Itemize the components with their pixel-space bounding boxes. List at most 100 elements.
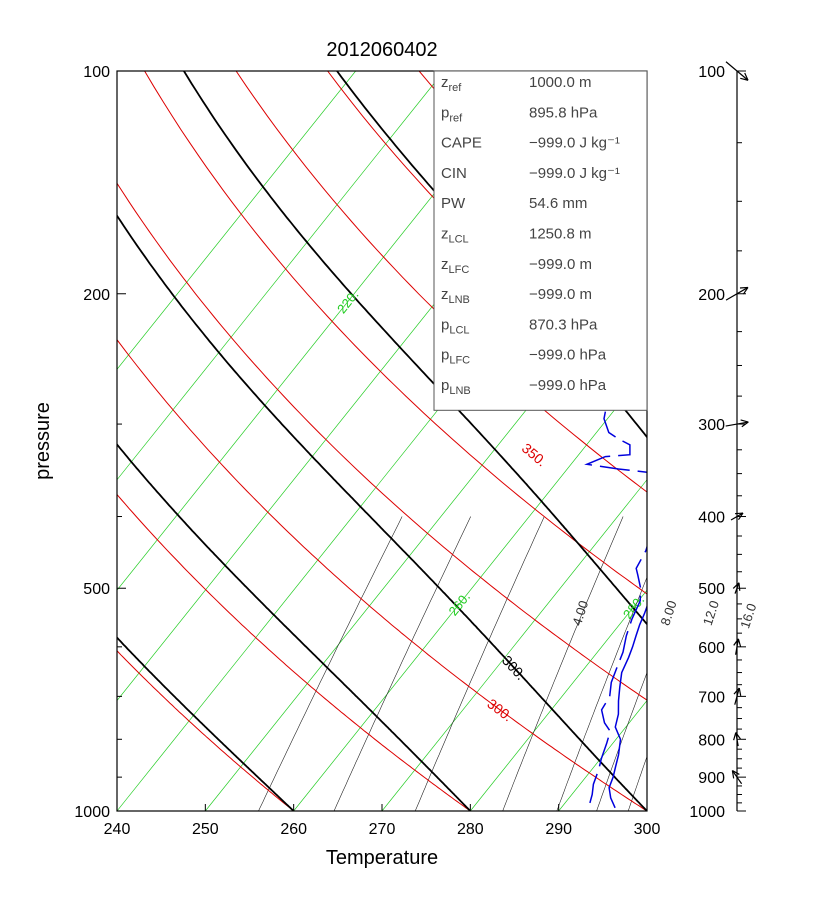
wind-level-label: 900 xyxy=(698,770,725,787)
x-tick-label: 270 xyxy=(369,821,396,838)
y-tick-label: 1000 xyxy=(74,804,110,821)
wind-arrow-head xyxy=(737,512,744,521)
index-name: pref xyxy=(441,104,463,124)
mixing-ratio-label: 12.0 xyxy=(700,599,722,628)
mixing-ratio-line xyxy=(596,671,647,811)
wind-level-label: 100 xyxy=(698,64,725,81)
wind-arrow xyxy=(725,61,749,81)
wind-level-label: 600 xyxy=(698,640,725,657)
mixing-ratio-label: 16.0 xyxy=(737,602,759,631)
wind-arrow-shaft xyxy=(735,732,739,747)
wind-arrow xyxy=(732,582,741,594)
y-tick-label: 200 xyxy=(83,287,110,304)
mixing-ratio-line xyxy=(333,516,471,811)
wind-arrow-head xyxy=(742,287,749,295)
isotherm-line xyxy=(117,71,356,370)
mixing-ratio-line xyxy=(502,516,624,811)
index-name: pLFC xyxy=(441,347,470,367)
wind-arrow-shaft xyxy=(730,512,744,521)
index-value: −999.0 J kg⁻¹ xyxy=(529,165,620,182)
wind-arrow-head xyxy=(733,638,739,646)
wind-arrow-head xyxy=(737,638,742,647)
mixing-ratio-line xyxy=(655,517,760,812)
x-tick-label: 290 xyxy=(545,821,572,838)
mixing-ratio-label: 4.00 xyxy=(569,599,591,628)
mixing-ratio-label: 8.00 xyxy=(657,599,679,628)
wind-arrow-shaft xyxy=(725,61,749,81)
index-value: −999.0 m xyxy=(529,256,592,273)
index-name: zLNB xyxy=(441,286,470,306)
moist-adiabat-lines xyxy=(117,71,814,811)
sounding-index-panel: zref 1000.0 m pref 895.8 hPa CAPE −999.0 J kg… xyxy=(433,70,648,411)
index-name: CIN xyxy=(441,165,467,182)
index-name: zLCL xyxy=(441,226,469,246)
wind-arrow-head xyxy=(738,687,742,697)
mixing-ratio-line xyxy=(556,576,647,811)
index-panel-box xyxy=(433,70,648,411)
y-axis-label: pressure xyxy=(32,402,54,480)
wind-arrow-head xyxy=(740,419,749,423)
index-value: 54.6 mm xyxy=(529,195,587,212)
index-value: 870.3 hPa xyxy=(529,316,598,333)
dry-adiabat-line xyxy=(117,493,471,811)
chart-title: 2012060402 xyxy=(326,39,437,61)
index-name: pLNB xyxy=(441,377,471,397)
wind-level-label: 500 xyxy=(698,581,725,598)
wind-arrow-shaft xyxy=(735,638,739,655)
wind-arrow-head xyxy=(744,72,749,81)
isotherm-lines xyxy=(117,71,814,811)
index-value: −999.0 J kg⁻¹ xyxy=(529,135,620,152)
x-tick-label: 300 xyxy=(634,821,661,838)
mixing-ratio-line xyxy=(414,516,545,811)
dry-adiabat-line xyxy=(144,71,647,595)
temperature-profile xyxy=(608,604,647,809)
dry-adiabat-label: 350. xyxy=(519,440,550,470)
isotherm-line xyxy=(117,71,445,481)
wind-arrow-head xyxy=(735,732,741,740)
chart-axes: 240 250 260 270 280 290 300 100 200 500 1000 xyxy=(74,64,660,838)
wind-arrow-head xyxy=(733,732,737,741)
mixing-ratio-line xyxy=(677,517,779,812)
y-tick-label: 500 xyxy=(83,581,110,598)
index-name: zref xyxy=(441,74,462,94)
moist-adiabat-line xyxy=(117,214,647,811)
index-name: zLFC xyxy=(441,256,469,276)
wind-level-label: 400 xyxy=(698,510,725,527)
wind-level-label: 700 xyxy=(698,689,725,706)
wind-arrow-head xyxy=(741,421,749,428)
index-value: 1000.0 m xyxy=(529,74,592,91)
wind-arrow-shaft xyxy=(725,421,749,427)
isotherm-line xyxy=(470,589,647,811)
index-value: 895.8 hPa xyxy=(529,104,598,121)
wind-arrow-head xyxy=(733,687,740,695)
wind-arrow-head xyxy=(734,512,744,515)
wind-arrow xyxy=(725,286,749,301)
wind-level-label: 800 xyxy=(698,732,725,749)
dry-adiabat-line xyxy=(117,338,647,811)
dry-adiabat-line xyxy=(117,650,295,811)
wind-arrow xyxy=(730,512,744,521)
mixing-ratio-line xyxy=(627,755,647,811)
wind-arrow-head xyxy=(732,770,740,775)
wind-arrow xyxy=(733,732,741,747)
x-tick-label: 250 xyxy=(192,821,219,838)
isotherm-line xyxy=(735,71,814,811)
wind-arrow-shaft xyxy=(731,770,743,785)
wind-arrow-head xyxy=(732,582,740,589)
wind-arrow-shaft xyxy=(734,687,740,705)
dry-adiabat-label: 300. xyxy=(484,695,515,724)
index-name: CAPE xyxy=(441,135,482,152)
wind-arrow xyxy=(725,419,749,428)
moist-adiabat-line xyxy=(117,443,471,811)
isotherm-line xyxy=(205,258,647,811)
x-tick-label: 240 xyxy=(104,821,131,838)
moist-adiabat-line xyxy=(746,71,814,811)
index-value: −999.0 m xyxy=(529,286,592,303)
wind-arrow-shaft xyxy=(734,582,740,594)
index-name: pLCL xyxy=(441,316,470,336)
wind-arrow-head xyxy=(738,582,741,591)
mixing-ratio-lines xyxy=(258,516,779,812)
wind-arrow-head xyxy=(731,770,735,779)
x-tick-label: 260 xyxy=(280,821,307,838)
